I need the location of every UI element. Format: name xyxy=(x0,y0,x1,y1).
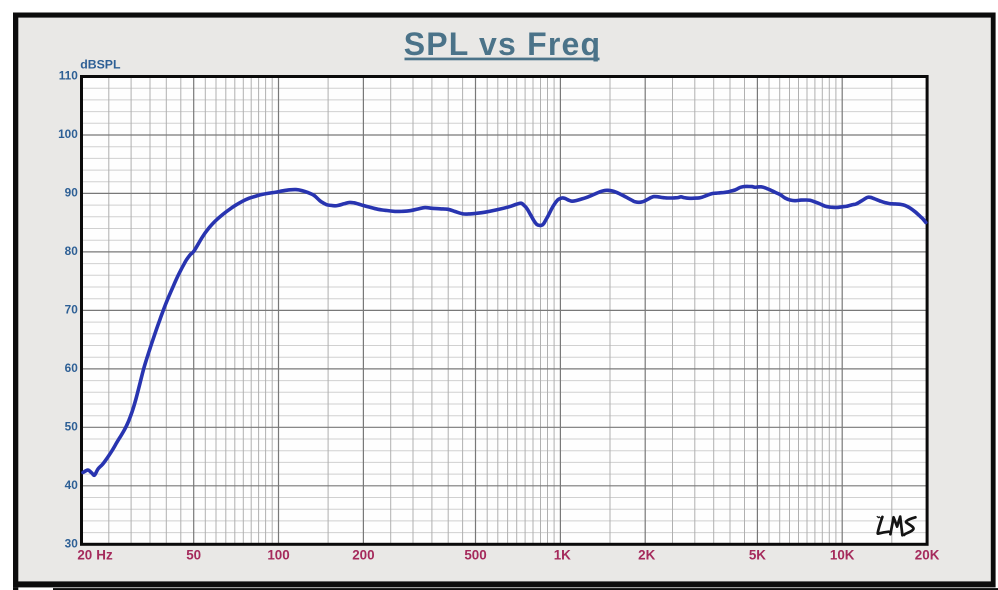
svg-text:60: 60 xyxy=(65,361,79,375)
svg-text:110: 110 xyxy=(59,69,78,83)
svg-text:1K: 1K xyxy=(554,548,571,563)
svg-text:20K: 20K xyxy=(915,548,940,563)
svg-text:70: 70 xyxy=(65,303,79,317)
svg-text:100: 100 xyxy=(58,127,78,141)
svg-text:50: 50 xyxy=(65,419,79,433)
svg-text:30: 30 xyxy=(65,536,79,550)
svg-text:40: 40 xyxy=(65,478,79,492)
svg-text:200: 200 xyxy=(352,548,374,563)
svg-text:20: 20 xyxy=(77,548,92,563)
svg-text:90: 90 xyxy=(65,186,79,200)
svg-text:80: 80 xyxy=(65,244,79,258)
svg-text:Hz: Hz xyxy=(96,548,113,563)
svg-text:500: 500 xyxy=(464,548,486,563)
svg-text:dBSPL: dBSPL xyxy=(80,58,121,72)
svg-text:5K: 5K xyxy=(749,548,766,563)
svg-text:SPL vs Freq: SPL vs Freq xyxy=(404,26,602,62)
svg-text:10K: 10K xyxy=(830,548,855,563)
svg-text:100: 100 xyxy=(267,548,289,563)
svg-text:50: 50 xyxy=(186,548,201,563)
svg-text:2K: 2K xyxy=(638,548,655,563)
